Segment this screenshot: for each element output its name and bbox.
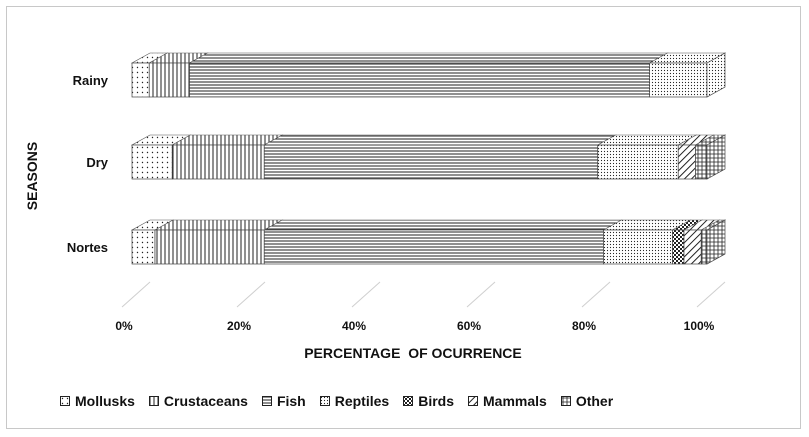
bar-segment — [154, 229, 265, 265]
bar-side — [706, 219, 726, 265]
category-label: Nortes — [67, 240, 108, 255]
legend-swatch — [261, 396, 272, 406]
bar-segment — [263, 229, 604, 265]
chart-floor — [121, 281, 726, 308]
bar-segment — [131, 144, 173, 180]
category-label: Rainy — [73, 73, 109, 88]
legend-swatch — [319, 396, 330, 406]
x-tick-label: 40% — [342, 319, 366, 333]
legend-swatch — [403, 396, 414, 406]
x-gridline — [351, 281, 381, 308]
x-tick-label: 100% — [684, 319, 715, 333]
legend-item: Mammals — [468, 393, 547, 409]
chart-bars — [130, 52, 727, 265]
x-tick-label: 20% — [227, 319, 251, 333]
x-gridline — [581, 281, 611, 308]
bar-segment — [263, 144, 599, 180]
legend-swatch — [60, 396, 70, 406]
floor-plane — [122, 282, 725, 307]
bar-segment-top — [153, 219, 284, 231]
bar-segment-top — [263, 219, 623, 231]
x-tick-label: 0% — [115, 319, 133, 333]
bar-segment-top — [188, 52, 669, 64]
x-gridline — [696, 281, 726, 308]
legend-label: Fish — [276, 393, 306, 409]
x-tick-label: 80% — [572, 319, 596, 333]
bar-segment — [131, 229, 156, 265]
bar-side — [706, 52, 726, 98]
legend-item: Reptiles — [319, 393, 390, 409]
bar-segment — [700, 229, 708, 265]
x-tick-labels: 0% 20% 40% 60% 80% 100% — [115, 319, 714, 333]
bar-segment — [597, 144, 679, 180]
legend-item: Crustaceans — [148, 393, 248, 409]
legend-item: Birds — [403, 393, 454, 409]
bar-segment — [683, 229, 702, 265]
legend-item: Other — [560, 393, 614, 409]
legend-label: Crustaceans — [163, 393, 248, 409]
bar-side — [706, 134, 726, 180]
bar-segment — [695, 144, 708, 180]
legend-label: Mollusks — [75, 393, 135, 409]
bar-segment — [131, 62, 150, 98]
bar-segment — [148, 62, 190, 98]
bar-segment — [603, 229, 673, 265]
category-label: Dry — [86, 155, 108, 170]
bar-segment-top — [263, 134, 617, 146]
x-gridline — [236, 281, 266, 308]
legend-label: Birds — [418, 393, 454, 409]
legend-label: Reptiles — [334, 393, 390, 409]
legend-swatch — [468, 396, 478, 406]
x-gridline — [466, 281, 496, 308]
bar-segment — [677, 144, 696, 180]
legend-item: Mollusks — [60, 393, 135, 409]
legend-item: Fish — [261, 393, 306, 409]
chart-legend: Mollusks Crustaceans Fish Reptiles Birds Mamm… — [60, 390, 760, 412]
bar-segment — [649, 62, 708, 98]
x-axis-label: PERCENTAGE OF OCURRENCE — [304, 345, 522, 361]
legend-swatch — [148, 396, 159, 406]
legend-label: Mammals — [483, 393, 547, 409]
y-axis-label: SEASONS — [24, 142, 40, 210]
category-labels: Rainy Dry Nortes — [67, 73, 109, 255]
bar-segment-top — [171, 134, 284, 146]
bar-segment — [171, 144, 265, 180]
bar-segment — [672, 229, 685, 265]
x-gridline — [121, 281, 151, 308]
x-tick-label: 60% — [457, 319, 481, 333]
bar-segment — [189, 62, 650, 98]
legend-swatch — [560, 396, 571, 406]
legend-label: Other — [575, 393, 614, 409]
